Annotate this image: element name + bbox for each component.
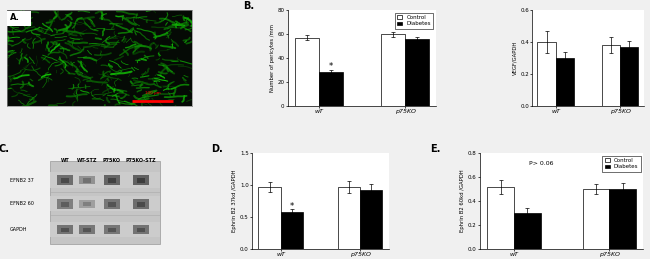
- Bar: [620, 47, 638, 106]
- Text: WT-STZ: WT-STZ: [77, 158, 98, 163]
- Text: A.: A.: [10, 13, 20, 22]
- Bar: [61, 202, 70, 207]
- Text: D.: D.: [211, 144, 223, 154]
- Bar: [582, 189, 609, 249]
- Y-axis label: VEGF/GAPDH: VEGF/GAPDH: [512, 41, 517, 75]
- Bar: [294, 38, 319, 106]
- Bar: [83, 202, 91, 206]
- Y-axis label: Ephrin B2 37kd /GAPDH: Ephrin B2 37kd /GAPDH: [232, 170, 237, 232]
- Bar: [514, 213, 541, 249]
- Bar: [360, 190, 382, 249]
- Bar: [83, 228, 91, 232]
- Bar: [133, 199, 149, 208]
- Bar: [104, 225, 120, 234]
- Bar: [281, 212, 303, 249]
- Text: C.: C.: [0, 144, 10, 154]
- Bar: [50, 222, 160, 237]
- Text: *: *: [290, 202, 294, 211]
- Text: E.: E.: [430, 144, 441, 154]
- Bar: [61, 178, 70, 183]
- Bar: [319, 72, 343, 106]
- Bar: [602, 45, 620, 106]
- Bar: [405, 39, 430, 106]
- Bar: [57, 225, 73, 234]
- Bar: [487, 187, 514, 249]
- Bar: [338, 187, 360, 249]
- Text: GAPDH: GAPDH: [10, 227, 27, 232]
- Bar: [57, 199, 73, 208]
- Bar: [137, 178, 145, 183]
- Legend: Control, Diabetes: Control, Diabetes: [603, 156, 641, 172]
- Bar: [137, 202, 145, 207]
- Text: 100 μm: 100 μm: [145, 91, 161, 95]
- Bar: [104, 199, 120, 208]
- Text: P> 0.06: P> 0.06: [529, 161, 553, 166]
- Y-axis label: Number of pericytes /mm: Number of pericytes /mm: [270, 24, 275, 92]
- Text: B.: B.: [244, 1, 255, 11]
- Bar: [133, 225, 149, 234]
- Bar: [108, 178, 116, 183]
- Bar: [50, 161, 160, 244]
- Text: EFNB2 37: EFNB2 37: [10, 177, 33, 183]
- Bar: [556, 58, 574, 106]
- Bar: [83, 178, 91, 183]
- Text: *: *: [329, 62, 333, 71]
- Bar: [61, 228, 70, 232]
- Y-axis label: Ephrin B2 60kd /GAPDH: Ephrin B2 60kd /GAPDH: [460, 170, 465, 232]
- Bar: [108, 228, 116, 232]
- Legend: Control, Diabetes: Control, Diabetes: [395, 13, 434, 29]
- Bar: [79, 225, 95, 234]
- Bar: [57, 175, 73, 185]
- Text: P75KO-STZ: P75KO-STZ: [126, 158, 157, 163]
- Bar: [104, 175, 120, 185]
- Text: EFNB2 60: EFNB2 60: [10, 201, 33, 206]
- Bar: [133, 175, 149, 185]
- Bar: [609, 189, 636, 249]
- Bar: [79, 200, 95, 208]
- Bar: [108, 202, 116, 207]
- Bar: [538, 42, 556, 106]
- Bar: [50, 172, 160, 188]
- Text: WT: WT: [61, 158, 70, 163]
- Bar: [79, 176, 95, 184]
- FancyBboxPatch shape: [6, 11, 31, 26]
- Bar: [259, 187, 281, 249]
- Bar: [137, 228, 145, 232]
- Text: P75KO: P75KO: [103, 158, 121, 163]
- Bar: [381, 34, 405, 106]
- Bar: [50, 196, 160, 211]
